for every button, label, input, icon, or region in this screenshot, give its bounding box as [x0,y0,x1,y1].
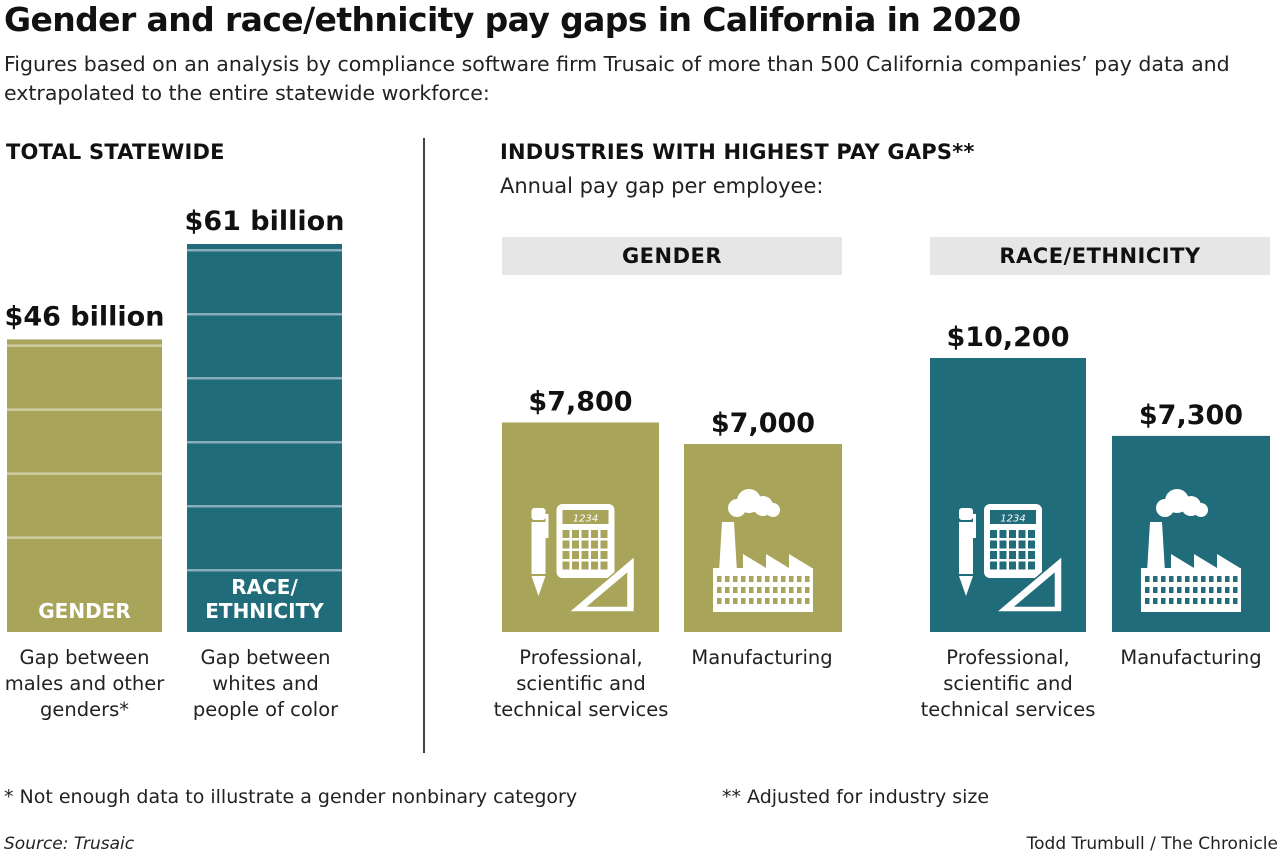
total-bar-segment-line [7,472,162,475]
total-race-label: Gap between whites and people of color [192,646,339,721]
total-category-label-1: RACE/ [231,575,298,599]
total-value-label-1: $61 billion [185,206,345,237]
gender-footnote: * Not enough data to illustrate a gender… [4,786,578,808]
total-value-label-0: $46 billion [5,301,165,332]
calculator-icon: 1234 [531,504,636,613]
total-bar-segment-line [187,249,342,252]
page-subtitle: Figures based on an analysis by complian… [4,52,1230,105]
total-bar-segment-line [187,313,342,316]
total-bar-segment-line [7,408,162,411]
total-bar-segment-line [187,505,342,508]
total-bar-1 [187,244,342,632]
page-title: Gender and race/ethnicity pay gaps in Ca… [4,0,1021,39]
gender-value-label-1: $7,000 [711,408,815,439]
race-mfg-label: Manufacturing [1120,646,1262,669]
factory-icon [1141,489,1241,612]
total-category-label-0: GENDER [38,599,130,623]
industries-subheading: Annual pay gap per employee: [500,174,824,198]
race-value-label-0: $10,200 [947,322,1070,353]
svg-text:1234: 1234 [1000,514,1025,525]
total-category-label-1: ETHNICITY [205,599,324,623]
calculator-icon: 1234 [959,504,1063,613]
total-bar-segment-line [187,569,342,572]
total-statewide-heading: TOTAL STATEWIDE [6,140,225,164]
gender-prof-label: Professional, scientific and technical s… [493,646,669,721]
total-gender-label: Gap between males and other genders* [4,646,165,721]
race-value-label-1: $7,300 [1139,400,1243,431]
total-bar-segment-line [7,536,162,539]
source-note: Source: Trusaic [4,834,135,854]
gender-value-label-0: $7,800 [528,386,632,417]
section-divider [423,138,425,753]
total-bar-segment-line [187,441,342,444]
gender-band-header: GENDER [502,237,842,275]
industries-heading: INDUSTRIES WITH HIGHEST PAY GAPS** [500,140,975,164]
gender-mfg-label: Manufacturing [691,646,833,669]
total-bar-segment-line [187,377,342,380]
total-bar-segment-line [7,344,162,347]
svg-text:1234: 1234 [573,514,598,525]
credit-line: Todd Trumbull / The Chronicle [1026,834,1278,854]
factory-icon [713,489,813,612]
race-band-header: RACE/ETHNICITY [930,237,1270,275]
industry-footnote: ** Adjusted for industry size [722,786,990,808]
race-prof-label: Professional, scientific and technical s… [920,646,1096,721]
total-bar-0 [7,339,162,632]
